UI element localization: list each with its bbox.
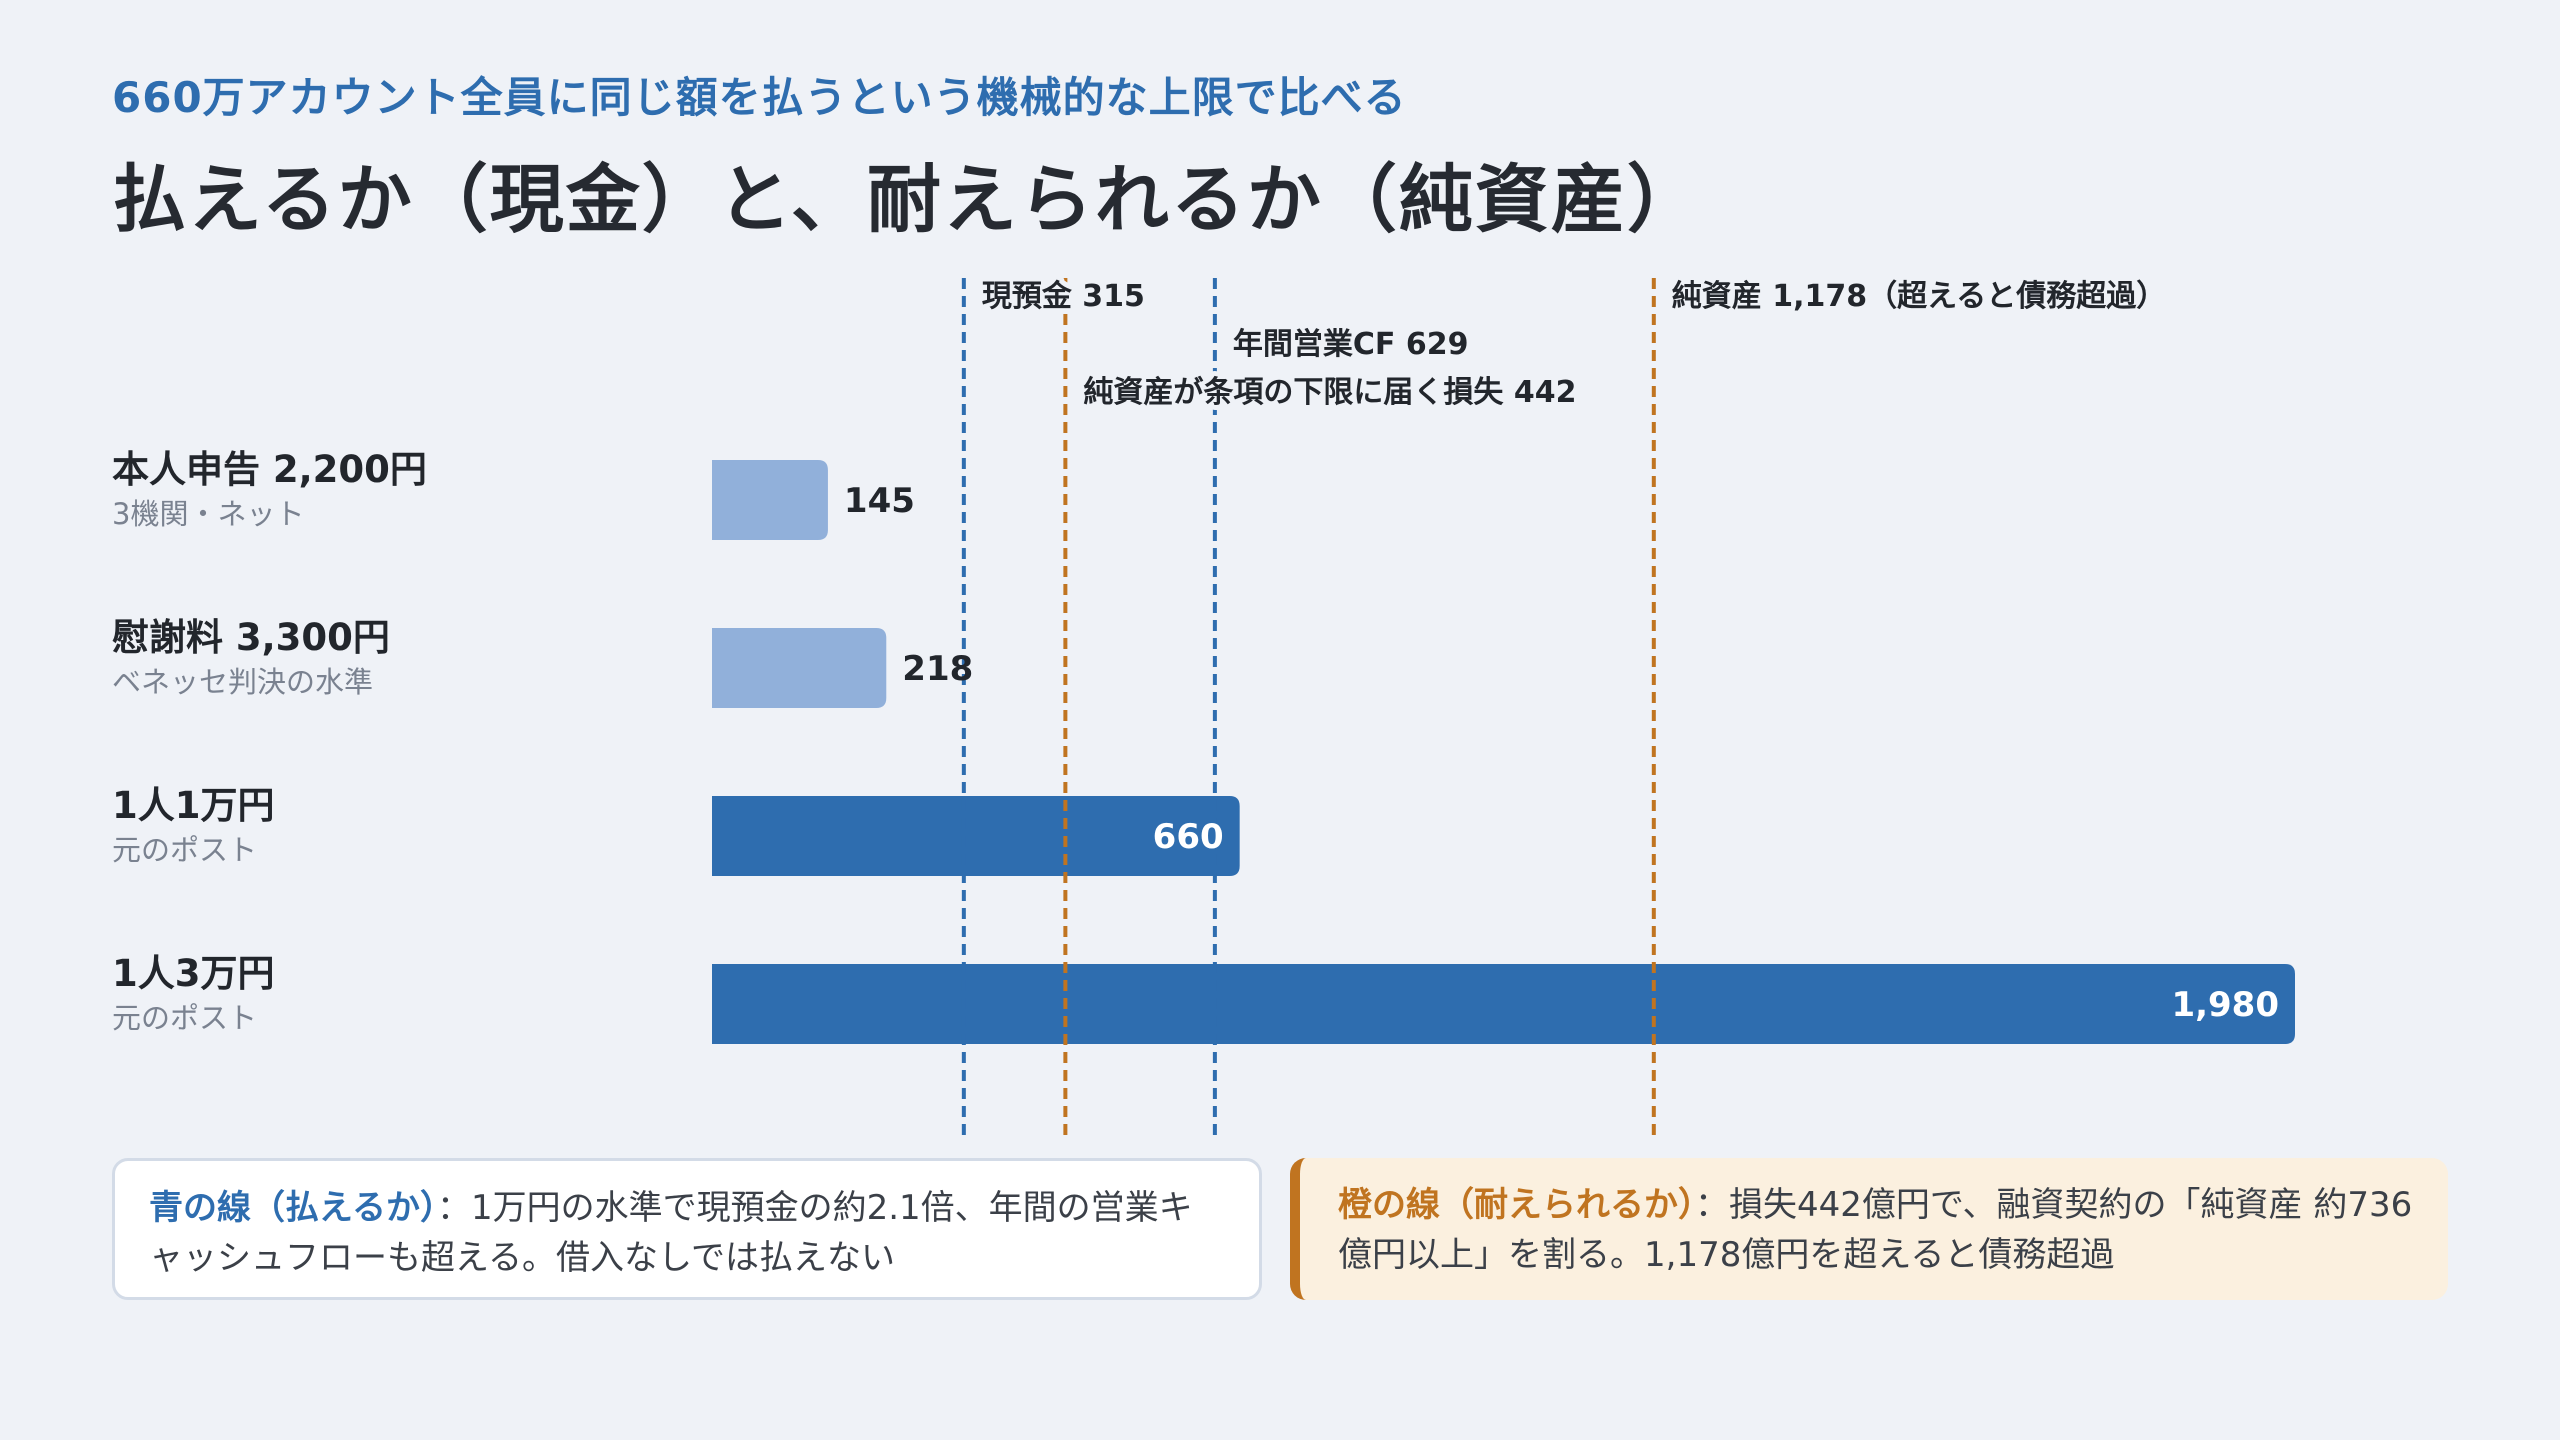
reference-label-2: 年間営業CF 629: [1233, 327, 1469, 362]
value-label-2: 660: [1153, 817, 1224, 857]
note-net-assets-body: ：損失442億円で、融資契約の「純資産 約736億円以上」を割る。1,178億円…: [1338, 1185, 2413, 1275]
chart-title: 払えるか（現金）と、耐えられるか（純資産）: [112, 157, 1703, 243]
bar-3: [712, 964, 2295, 1044]
category-sublabel-3: 元のポスト: [112, 1001, 257, 1035]
category-label-3: 1人3万円: [112, 952, 275, 995]
note-cash-body: ：1万円の水準で現預金の約2.1倍、年間の営業キャッシュフローも超える。借入なし…: [149, 1188, 1193, 1278]
bar-2: [712, 796, 1240, 876]
category-sublabel-0: 3機関・ネット: [112, 497, 304, 531]
bar-1: [712, 628, 887, 708]
value-label-3: 1,980: [2171, 985, 2279, 1025]
chart-subtitle: 660万アカウント全員に同じ額を払うという機械的な上限で比べる: [112, 73, 1407, 122]
value-label-0: 145: [844, 481, 915, 521]
reference-label-1: 純資産が条項の下限に届く損失 442: [1083, 375, 1576, 410]
reference-label-3: 純資産 1,178（超えると債務超過）: [1672, 279, 2166, 314]
category-label-1: 慰謝料 3,300円: [112, 616, 390, 659]
category-sublabel-2: 元のポスト: [112, 833, 257, 867]
note-cash-heading: 青の線（払えるか）: [149, 1188, 437, 1228]
note-cash-ability: 青の線（払えるか）：1万円の水準で現預金の約2.1倍、年間の営業キャッシュフロー…: [112, 1158, 1262, 1300]
bar-0: [712, 460, 828, 540]
category-label-2: 1人1万円: [112, 784, 275, 827]
category-sublabel-1: ベネッセ判決の水準: [112, 665, 373, 699]
reference-label-0: 現預金 315: [982, 279, 1145, 314]
note-net-assets-heading: 橙の線（耐えられるか）: [1338, 1185, 1695, 1225]
category-label-0: 本人申告 2,200円: [112, 448, 427, 491]
value-label-1: 218: [902, 649, 973, 689]
note-net-assets: 橙の線（耐えられるか）：損失442億円で、融資契約の「純資産 約736億円以上」…: [1290, 1158, 2448, 1300]
